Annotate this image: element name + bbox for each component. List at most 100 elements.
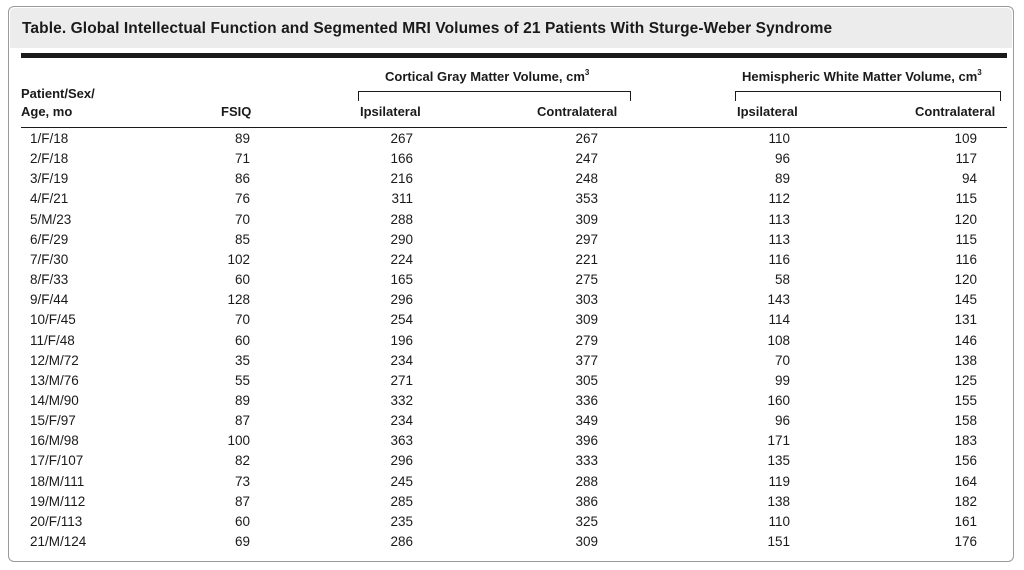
gray-ipsilateral-cell: 245 [390, 473, 413, 489]
white-contralateral-cell: 125 [954, 372, 977, 388]
patient-cell: 4/F/21 [30, 191, 69, 207]
table-row: 2/F/18 71 166 247 96 117 [9, 151, 1015, 171]
white-contralateral-header: Contralateral [915, 104, 996, 119]
fsiq-cell: 60 [234, 272, 250, 288]
patient-cell: 19/M/112 [30, 493, 86, 509]
gray-ipsilateral-cell: 216 [390, 171, 413, 187]
gray-matter-group-label: Cortical Gray Matter Volume, cm [385, 69, 585, 84]
gray-ipsilateral-cell: 332 [390, 392, 413, 408]
patient-cell: 17/F/107 [30, 453, 84, 469]
gray-ipsilateral-cell: 196 [390, 332, 413, 348]
gray-ipsilateral-cell: 271 [390, 372, 413, 388]
white-contralateral-cell: 109 [954, 131, 977, 146]
patient-cell: 16/M/98 [30, 433, 79, 449]
gray-ipsilateral-header: Ipsilateral [360, 104, 421, 119]
table-row: 15/F/97 87 234 349 96 158 [9, 413, 1015, 433]
gray-ipsilateral-cell: 166 [390, 151, 413, 167]
gray-ipsilateral-cell: 311 [391, 191, 413, 207]
table-row: 11/F/48 60 196 279 108 146 [9, 333, 1015, 353]
gray-ipsilateral-cell: 285 [390, 493, 413, 509]
gray-ipsilateral-cell: 224 [390, 251, 413, 267]
gray-ipsilateral-cell: 296 [390, 292, 413, 308]
white-contralateral-cell: 131 [954, 312, 977, 328]
gray-contralateral-cell: 221 [575, 251, 598, 267]
table-row: 14/M/90 89 332 336 160 155 [9, 393, 1015, 413]
fsiq-cell: 89 [234, 392, 250, 408]
white-ipsilateral-cell: 108 [767, 332, 790, 348]
gray-contralateral-cell: 336 [575, 392, 598, 408]
white-ipsilateral-cell: 89 [774, 171, 790, 187]
fsiq-cell: 70 [234, 211, 250, 227]
gray-ipsilateral-cell: 363 [390, 433, 413, 449]
gray-contralateral-cell: 297 [575, 231, 598, 247]
white-matter-bracket [735, 91, 1001, 101]
table-row: 8/F/33 60 165 275 58 120 [9, 272, 1015, 292]
white-contralateral-cell: 145 [954, 292, 977, 308]
gray-ipsilateral-cell: 288 [390, 211, 413, 227]
fsiq-cell: 128 [227, 292, 250, 308]
fsiq-cell: 55 [234, 372, 250, 388]
table-row: 5/M/23 70 288 309 113 120 [9, 212, 1015, 232]
white-contralateral-cell: 116 [955, 251, 977, 267]
white-ipsilateral-cell: 143 [767, 292, 790, 308]
table-row: 13/M/76 55 271 305 99 125 [9, 373, 1015, 393]
gray-contralateral-cell: 303 [575, 292, 598, 308]
table-row: 17/F/107 82 296 333 135 156 [9, 453, 1015, 473]
patient-cell: 11/F/48 [30, 332, 75, 348]
table-row: 1/F/18 89 267 267 110 109 [9, 131, 1015, 151]
fsiq-cell: 70 [234, 312, 250, 328]
patient-cell: 13/M/76 [30, 372, 79, 388]
white-ipsilateral-cell: 114 [768, 312, 790, 328]
top-rule [21, 53, 1007, 58]
fsiq-cell: 60 [234, 332, 250, 348]
header-rule [21, 127, 1007, 128]
white-contralateral-cell: 120 [954, 272, 977, 288]
fsiq-cell: 76 [234, 191, 250, 207]
white-ipsilateral-cell: 113 [768, 231, 790, 247]
white-contralateral-cell: 138 [954, 352, 977, 368]
patient-header-line2: Age, mo [21, 104, 73, 119]
table-row: 16/M/98 100 363 396 171 183 [9, 433, 1015, 453]
patient-cell: 20/F/113 [30, 513, 83, 529]
table-row: 9/F/44 128 296 303 143 145 [9, 292, 1015, 312]
white-contralateral-cell: 182 [954, 493, 977, 509]
gray-contralateral-cell: 333 [575, 453, 598, 469]
fsiq-cell: 73 [234, 473, 250, 489]
gray-contralateral-cell: 309 [575, 211, 598, 227]
white-matter-group-label: Hemispheric White Matter Volume, cm [742, 69, 978, 84]
patient-cell: 12/M/72 [30, 352, 79, 368]
fsiq-cell: 87 [234, 493, 250, 509]
white-matter-group-header: Hemispheric White Matter Volume, cm3 [742, 68, 982, 84]
gray-ipsilateral-cell: 254 [390, 312, 413, 328]
table-row: 12/M/72 35 234 377 70 138 [9, 353, 1015, 373]
patient-cell: 8/F/33 [30, 272, 69, 288]
fsiq-cell: 82 [234, 453, 250, 469]
white-contralateral-cell: 115 [955, 231, 977, 247]
patient-cell: 14/M/90 [30, 392, 79, 408]
white-ipsilateral-cell: 112 [768, 191, 790, 207]
patient-cell: 15/F/97 [30, 413, 76, 429]
white-ipsilateral-cell: 135 [767, 453, 790, 469]
fsiq-header: FSIQ [221, 104, 252, 119]
white-contralateral-cell: 155 [954, 392, 977, 408]
white-contralateral-cell: 94 [961, 171, 977, 187]
patient-header-line1: Patient/Sex/ [21, 86, 95, 101]
patient-cell: 18/M/111 [30, 473, 85, 489]
gray-contralateral-cell: 279 [575, 332, 598, 348]
table-row: 4/F/21 76 311 353 112 115 [9, 191, 1015, 211]
white-ipsilateral-cell: 58 [774, 272, 790, 288]
white-ipsilateral-cell: 171 [767, 433, 790, 449]
white-ipsilateral-cell: 160 [767, 392, 790, 408]
fsiq-cell: 86 [234, 171, 250, 187]
patient-cell: 2/F/18 [30, 151, 69, 167]
white-contralateral-cell: 146 [954, 332, 977, 348]
white-ipsilateral-cell: 113 [768, 211, 790, 227]
white-contralateral-cell: 117 [955, 151, 977, 167]
white-ipsilateral-cell: 116 [768, 251, 790, 267]
gray-contralateral-header: Contralateral [537, 104, 618, 119]
gray-ipsilateral-cell: 267 [390, 131, 413, 146]
gray-contralateral-cell: 309 [575, 312, 598, 328]
table-row: 21/M/124 69 286 309 151 176 [9, 534, 1015, 554]
patient-cell: 9/F/44 [30, 292, 69, 308]
fsiq-cell: 85 [234, 231, 250, 247]
